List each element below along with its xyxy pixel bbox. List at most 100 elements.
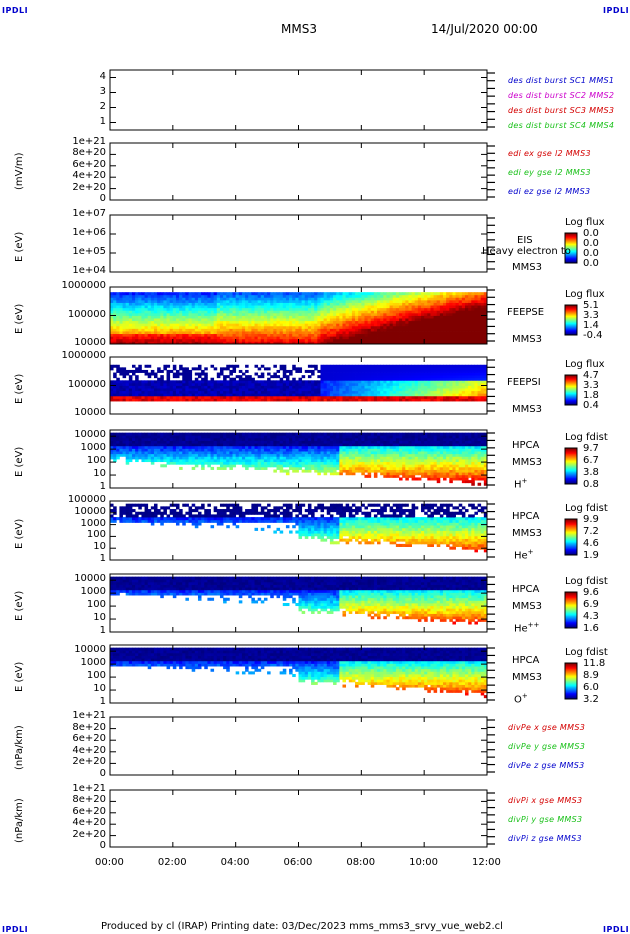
spacecraft-label: MMS3 (512, 457, 542, 468)
legend-entry: divPe x gse MMS3 (508, 723, 586, 732)
corner-mark-top-right: IPDLI (603, 6, 630, 15)
heatmap-feepsi (110, 364, 488, 402)
colorbar-tick: 6.9 (583, 599, 599, 610)
heatmap-feepse (110, 292, 488, 345)
legend-entry: edi ez gse l2 MMS3 (508, 187, 591, 196)
ytick-label: 8e+20 (72, 147, 106, 159)
colorbar (564, 232, 578, 264)
ytick-label: 1e+07 (72, 208, 106, 219)
ytick-label: 4 (99, 70, 106, 82)
legend-entry: des dist burst SC4 MMS4 (508, 121, 615, 130)
colorbar-title: Log fdist (565, 647, 608, 658)
colorbar-tick: 3.2 (583, 694, 599, 705)
colorbar-tick: 0.0 (583, 238, 599, 249)
ytick-label: 1000000 (61, 280, 106, 291)
colorbar-tick: 1.6 (583, 623, 599, 634)
instrument-label: HPCA (512, 440, 540, 451)
colorbar-tick: 0.0 (583, 248, 599, 259)
colorbar-tick: 4.6 (583, 538, 599, 549)
colorbar-title: Log fdist (565, 576, 608, 587)
colorbar-title: Log fdist (565, 503, 608, 514)
colorbar-tick: 0.8 (583, 479, 599, 490)
spacecraft-label: MMS3 (512, 601, 542, 612)
corner-mark-top-left: IPDLI (2, 6, 29, 15)
ytick-label: 1 (99, 553, 106, 564)
corner-mark-bottom-left: IPDLI (2, 925, 29, 934)
species-charge: + (521, 477, 528, 485)
colorbar (564, 662, 578, 700)
ytick-label: 100 (86, 599, 106, 611)
instrument-label: EIS (517, 235, 533, 246)
heatmap-hpca-o (110, 647, 488, 699)
ytick-label: 2e+20 (72, 828, 106, 840)
ytick-label: 8e+20 (72, 721, 106, 733)
colorbar (564, 304, 578, 336)
colorbar-tick: 4.3 (583, 611, 599, 622)
ytick-label: 10 (93, 468, 106, 480)
panel-feepsi (109, 356, 578, 415)
instrument-label: HPCA (512, 584, 540, 595)
overlay-text: Heavy electron to (482, 246, 571, 257)
ytick-label: 4e+20 (72, 817, 106, 829)
ytick-label: 10000 (74, 429, 106, 441)
colorbar (564, 447, 578, 485)
y-axis-label: E (eV) (14, 231, 25, 262)
ytick-label: 1000 (80, 517, 106, 529)
colorbar-tick: 3.3 (583, 380, 599, 391)
ytick-label: 1 (99, 115, 106, 127)
ytick-label: 1000000 (61, 350, 106, 361)
date-title: 14/Jul/2020 00:00 (431, 22, 538, 36)
panel-hpca-he (109, 500, 578, 561)
ytick-label: 6e+20 (72, 805, 106, 817)
xtick-label: 12:00 (472, 857, 501, 868)
panel-frame (109, 214, 488, 273)
species-label: O+ (514, 692, 528, 705)
panel-frame (109, 142, 488, 201)
legend-entry: des dist burst SC1 MMS1 (508, 76, 615, 85)
ytick-label: 100 (86, 670, 106, 682)
ytick-label: 10000 (74, 573, 106, 585)
legend-entry: des dist burst SC3 MMS3 (508, 106, 615, 115)
ytick-label: 10000 (74, 407, 106, 418)
ytick-label: 1 (99, 481, 106, 492)
species-label: He++ (514, 621, 539, 634)
ytick-label: 10 (93, 541, 106, 553)
panel-eis (109, 214, 578, 273)
ytick-label: 0 (99, 840, 106, 851)
spacecraft-label: MMS3 (512, 672, 542, 683)
ytick-label: 10000 (74, 644, 106, 656)
spacecraft-label: MMS3 (512, 528, 542, 539)
heatmap-hpca-h (110, 432, 488, 486)
ytick-label: 4e+20 (72, 744, 106, 756)
colorbar-title: Log flux (565, 359, 605, 370)
ytick-label: 2 (99, 100, 106, 112)
species-charge: + (527, 548, 534, 556)
colorbar-tick: 6.7 (583, 455, 599, 466)
ytick-label: 4e+20 (72, 170, 106, 182)
y-axis-label: E (eV) (14, 590, 25, 621)
colorbar (564, 518, 578, 556)
panel-frame (109, 789, 488, 848)
species-label: He+ (514, 548, 534, 561)
heatmap-hpca-hepp (110, 576, 488, 625)
footer-credit: Produced by cl (IRAP) Printing date: 03/… (101, 921, 503, 932)
legend-entry: edi ex gse l2 MMS3 (508, 149, 591, 158)
instrument-label: FEEPSE (507, 307, 545, 318)
panel-des-dist-burst (109, 69, 495, 131)
xtick-label: 08:00 (346, 857, 376, 868)
species-name: He (514, 550, 528, 562)
spacecraft-label: MMS3 (512, 404, 542, 415)
species-label: H+ (514, 477, 527, 490)
colorbar-tick: 11.8 (583, 658, 606, 669)
legend-entry: divPi z gse MMS3 (508, 834, 582, 843)
colorbar-title: Log flux (565, 289, 605, 300)
y-axis-label: E (eV) (14, 303, 25, 334)
colorbar (564, 591, 578, 629)
legend-entry: des dist burst SC2 MMS2 (508, 91, 615, 100)
y-axis-label: (nPa/km) (14, 797, 25, 843)
ytick-label: 3 (99, 85, 106, 97)
y-axis-label: (nPa/km) (14, 725, 25, 770)
ytick-label: 1e+06 (72, 227, 106, 238)
xtick-label: 04:00 (220, 857, 250, 868)
